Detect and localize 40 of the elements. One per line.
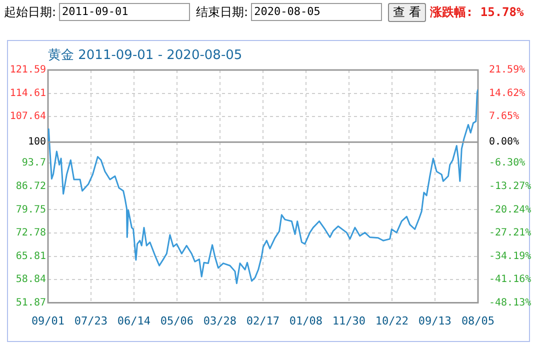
- y-tick-label: 107.64: [10, 111, 46, 122]
- x-tick-label: 06/14: [117, 314, 151, 328]
- view-button: 查 看: [388, 2, 426, 22]
- x-tick-label: 08/05: [461, 314, 495, 328]
- date-field: 2020-08-05: [251, 3, 382, 21]
- text: 结束日期:: [196, 4, 248, 20]
- y2-tick-label: -34.19%: [489, 250, 532, 262]
- y2-tick-label: 14.62%: [489, 88, 526, 99]
- x-tick-label: 03/28: [203, 314, 237, 328]
- y2-tick-label: 21.59%: [489, 64, 526, 76]
- y-tick-label: 93.7: [22, 158, 46, 169]
- x-tick-label: 05/06: [160, 314, 194, 328]
- y2-tick-label: -6.30%: [489, 158, 526, 169]
- y-tick-label: 58.84: [16, 274, 46, 286]
- y-tick-label: 72.78: [16, 228, 46, 239]
- y2-tick-label: -20.24%: [489, 204, 532, 216]
- y-tick-label: 79.75: [16, 204, 46, 216]
- x-tick-label: 02/17: [246, 314, 280, 328]
- date-field: 2011-09-01: [59, 3, 190, 21]
- text: 起始日期:: [4, 4, 56, 20]
- chart-title: 黄金 2011-09-01 - 2020-08-05: [48, 47, 242, 64]
- y2-tick-label: 0.00%: [489, 136, 520, 148]
- x-tick-label: 10/22: [375, 314, 408, 328]
- x-tick-label: 07/23: [74, 314, 108, 328]
- y2-tick-label: -27.21%: [489, 228, 532, 239]
- y2-tick-label: -41.16%: [489, 274, 532, 286]
- y2-tick-label: -13.27%: [489, 180, 532, 192]
- x-tick-label: 09/13: [418, 314, 452, 328]
- x-tick-label: 09/01: [31, 314, 65, 328]
- y-tick-label: 51.87: [16, 297, 46, 308]
- x-tick-label: 01/08: [289, 314, 322, 328]
- y-tick-label: 121.59: [10, 64, 46, 76]
- y-tick-label: 100: [28, 136, 46, 148]
- y-tick-label: 65.81: [16, 250, 46, 262]
- y2-tick-label: -48.13%: [489, 297, 532, 308]
- y-tick-label: 114.61: [10, 88, 46, 99]
- text: 涨跌幅: 15.78%: [430, 4, 524, 20]
- y2-tick-label: 7.65%: [489, 111, 520, 122]
- y-tick-label: 86.72: [16, 181, 46, 192]
- x-tick-label: 11/30: [332, 314, 366, 328]
